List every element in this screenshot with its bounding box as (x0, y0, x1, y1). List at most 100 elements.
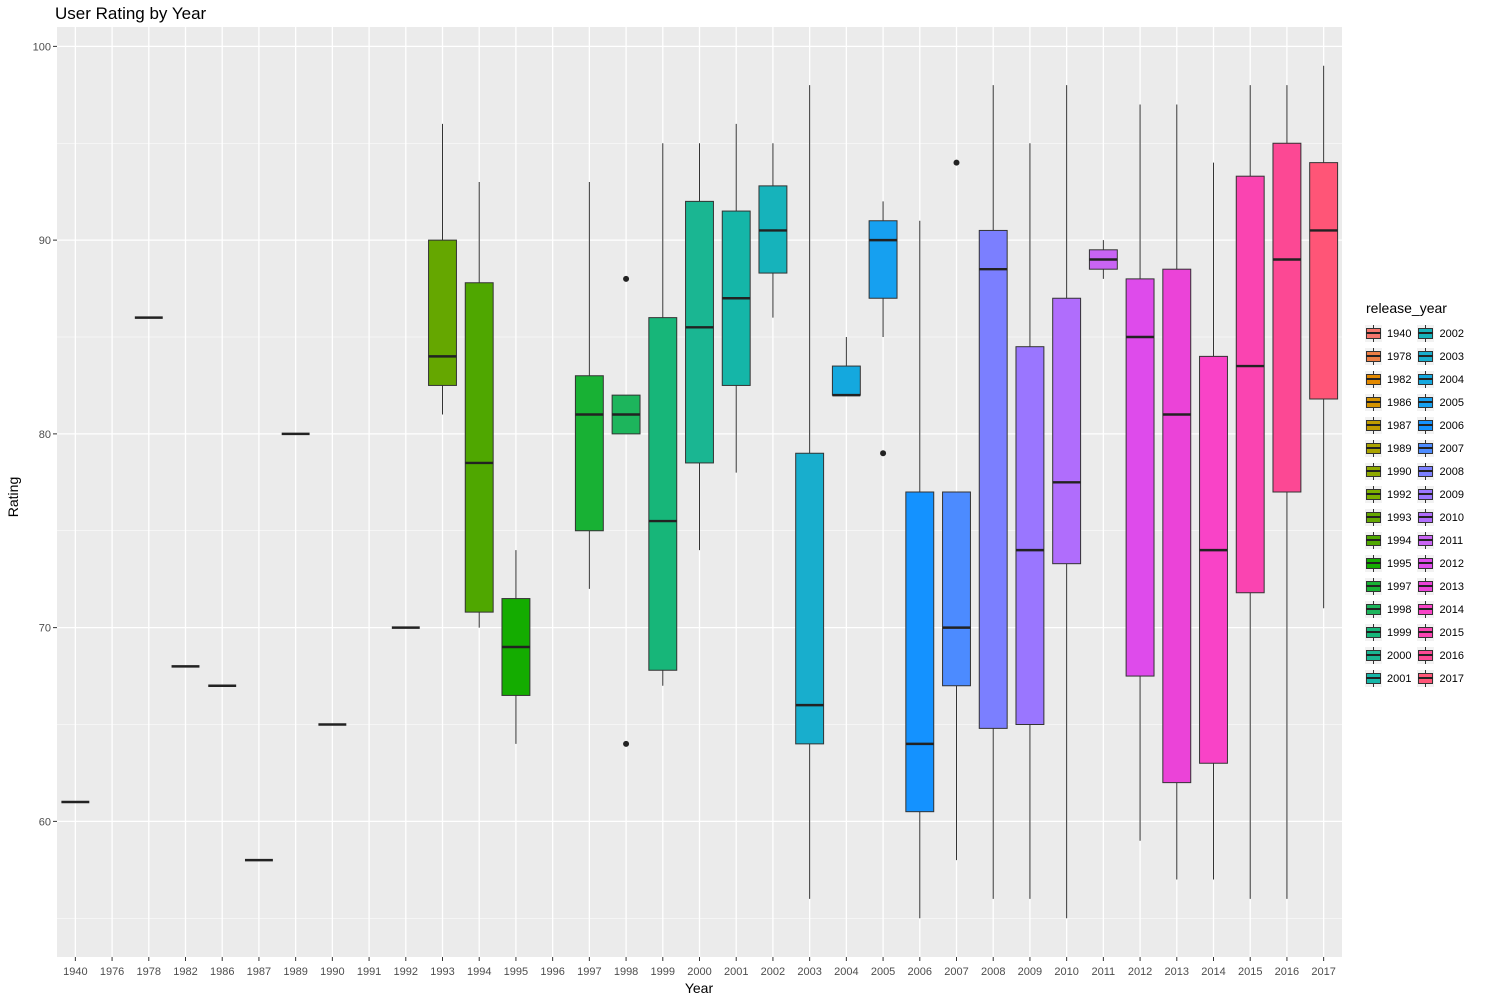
legend-label: 2009 (1439, 488, 1464, 501)
iqr-box (1162, 268, 1192, 784)
legend-label: 1989 (1387, 442, 1412, 455)
legend-label: 2013 (1439, 580, 1464, 593)
x-tick-label: 1992 (394, 966, 418, 978)
legend-label: 2015 (1439, 626, 1464, 639)
box-2000 (685, 143, 714, 551)
legend-key-median (1366, 470, 1381, 472)
legend-item: 2008 (1417, 460, 1464, 483)
legend-key (1417, 325, 1435, 342)
legend-key-median (1418, 493, 1434, 495)
legend-item: 1997 (1365, 575, 1411, 598)
legend-label: 2005 (1439, 396, 1464, 409)
x-tick-label: 1994 (467, 966, 491, 978)
legend-item: 2004 (1417, 368, 1464, 391)
legend-label: 1994 (1387, 534, 1412, 547)
legend-item: 1986 (1365, 391, 1411, 414)
iqr-box (905, 491, 935, 813)
legend-key-median (1418, 470, 1434, 472)
legend-key (1365, 463, 1382, 480)
legend-key (1365, 417, 1382, 434)
legend-key (1365, 555, 1382, 572)
box-1997 (574, 182, 604, 589)
legend-label: 2004 (1439, 373, 1464, 386)
box-2002 (758, 143, 788, 318)
x-tick-label: 2004 (834, 966, 858, 978)
x-tick-label: 2010 (1054, 966, 1078, 978)
legend-item: 1978 (1365, 345, 1411, 368)
legend-key-median (1366, 585, 1381, 587)
legend-key (1417, 509, 1435, 526)
x-tick-label: 2005 (871, 966, 895, 978)
legend-key (1417, 486, 1435, 503)
x-tick-label: 2003 (797, 966, 821, 978)
legend-item: 2013 (1417, 575, 1464, 598)
legend-label: 2001 (1387, 672, 1412, 685)
iqr-box (1309, 162, 1339, 400)
legend-label: 2008 (1439, 465, 1464, 478)
x-tick-label: 1993 (430, 966, 454, 978)
legend-key-median (1418, 585, 1434, 587)
x-tick-label: 1978 (137, 966, 161, 978)
iqr-box (464, 282, 494, 613)
legend-key-median (1418, 424, 1434, 426)
legend-label: 2016 (1439, 649, 1464, 662)
legend-item: 1982 (1365, 368, 1411, 391)
legend-key-median (1418, 562, 1434, 564)
legend-item: 1992 (1365, 483, 1411, 506)
legend-key-median (1418, 677, 1434, 679)
x-tick-label: 1976 (100, 966, 124, 978)
legend-title: release_year (1366, 300, 1447, 316)
legend-column: 2002 2003 2004 2005 2006 2007 2008 2009 2010 2011… (1417, 322, 1464, 690)
box-1995 (501, 550, 531, 744)
legend-key (1417, 440, 1435, 457)
x-tick-label: 1990 (320, 966, 344, 978)
legend-key (1365, 486, 1382, 503)
legend-label: 2012 (1439, 557, 1464, 570)
legend-item: 2006 (1417, 414, 1464, 437)
legend-item: 1989 (1365, 437, 1411, 460)
legend-key (1365, 624, 1382, 641)
legend: release_year 1940 1978 1982 1986 1987 1989 199… (1365, 300, 1464, 690)
box-2006 (905, 220, 935, 919)
x-tick-label: 2001 (724, 966, 748, 978)
legend-key (1417, 578, 1435, 595)
legend-label: 2002 (1439, 327, 1464, 340)
y-tick-label: 80 (39, 429, 51, 441)
x-tick-label: 2006 (908, 966, 932, 978)
legend-columns: 1940 1978 1982 1986 1987 1989 1990 1992 1993 1994… (1365, 322, 1464, 690)
legend-label: 1987 (1387, 419, 1412, 432)
legend-key-median (1366, 355, 1381, 357)
x-tick-label: 2014 (1201, 966, 1225, 978)
legend-column: 1940 1978 1982 1986 1987 1989 1990 1992 1993 1994… (1365, 322, 1411, 690)
legend-item: 1993 (1365, 506, 1411, 529)
legend-key (1417, 348, 1435, 365)
legend-label: 1940 (1387, 327, 1412, 340)
legend-item: 2001 (1365, 667, 1411, 690)
iqr-box (795, 452, 825, 745)
iqr-box (1052, 297, 1082, 565)
legend-item: 2009 (1417, 483, 1464, 506)
y-tick-label: 90 (39, 235, 51, 247)
iqr-box (1125, 278, 1155, 677)
legend-key (1365, 578, 1382, 595)
legend-item: 2007 (1417, 437, 1464, 460)
x-tick-label: 2009 (1018, 966, 1042, 978)
legend-label: 1993 (1387, 511, 1412, 524)
legend-key-median (1366, 631, 1381, 633)
iqr-box (648, 317, 678, 671)
iqr-box (1235, 175, 1265, 594)
legend-key (1417, 601, 1435, 618)
legend-label: 1990 (1387, 465, 1412, 478)
legend-label: 2007 (1439, 442, 1464, 455)
box-2010 (1052, 85, 1082, 919)
legend-key-median (1366, 493, 1381, 495)
legend-key-median (1366, 516, 1381, 518)
box-2017 (1309, 65, 1339, 609)
x-tick-label: 1999 (651, 966, 675, 978)
legend-label: 2000 (1387, 649, 1412, 662)
legend-label: 2014 (1439, 603, 1464, 616)
legend-item: 1940 (1365, 322, 1411, 345)
legend-key (1417, 371, 1435, 388)
x-tick-label: 2000 (687, 966, 711, 978)
